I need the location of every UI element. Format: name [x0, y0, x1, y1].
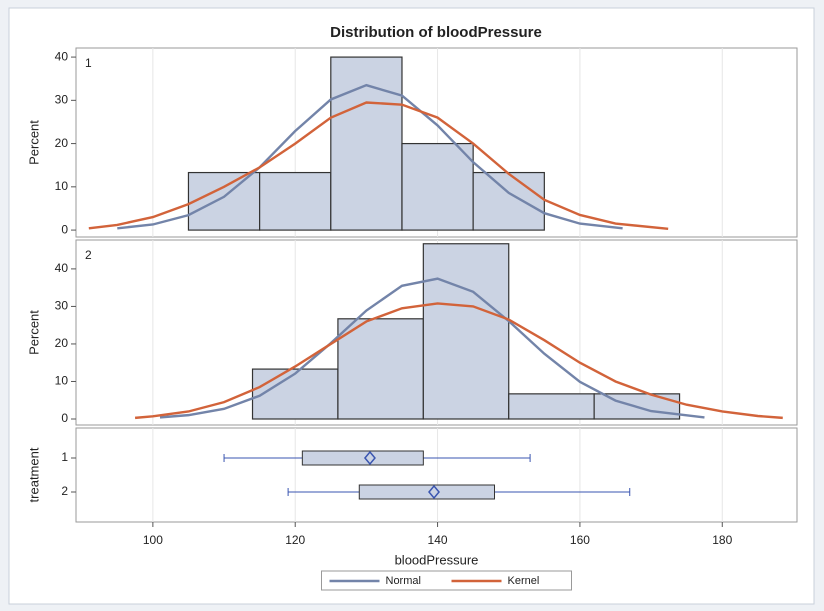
- box: [301, 450, 424, 466]
- x-tick-label: 120: [285, 533, 305, 547]
- y-tick-label: 20: [55, 136, 69, 150]
- y-tick-label: 40: [55, 261, 69, 275]
- histogram-bar: [508, 393, 595, 420]
- y-tick-label: 10: [55, 374, 69, 388]
- y-tick-label: 10: [55, 179, 69, 193]
- density-curve: [88, 101, 669, 230]
- chart-title: Distribution of bloodPressure: [330, 24, 542, 41]
- histogram-bar: [251, 368, 339, 420]
- y-axis-title: Percent: [26, 310, 41, 355]
- x-tick-label: 100: [143, 533, 163, 547]
- y-tick-label: 2: [61, 484, 68, 498]
- legend-label: Kernel: [508, 575, 540, 587]
- y-tick-label: 30: [55, 299, 69, 313]
- y-tick-label: 30: [55, 93, 69, 107]
- histogram-bar: [330, 56, 403, 231]
- density-curve: [117, 83, 623, 230]
- density-curve: [159, 277, 705, 419]
- x-tick-label: 160: [570, 533, 590, 547]
- y-axis-title: treatment: [26, 447, 41, 502]
- histogram-bar: [401, 142, 474, 231]
- y-tick-label: 1: [61, 450, 68, 464]
- density-curve: [134, 302, 783, 420]
- panel: [75, 427, 798, 523]
- x-axis-title: bloodPressure: [395, 552, 479, 567]
- y-tick-label: 40: [55, 49, 69, 63]
- x-tick-label: 140: [428, 533, 448, 547]
- histogram-bar: [422, 243, 510, 420]
- y-tick-label: 0: [61, 222, 68, 236]
- mean-marker: [363, 450, 376, 466]
- mean-marker: [428, 484, 440, 500]
- legend-label: Normal: [386, 575, 421, 587]
- y-axis-title: Percent: [26, 120, 41, 165]
- histogram-bar: [187, 171, 261, 231]
- y-tick-label: 20: [55, 336, 69, 350]
- histogram-bar: [259, 171, 332, 231]
- panel-label: 1: [85, 56, 92, 70]
- x-tick-label: 180: [712, 533, 732, 547]
- box: [358, 484, 496, 500]
- legend: [321, 570, 572, 591]
- histogram-bar: [337, 318, 424, 420]
- y-tick-label: 0: [61, 411, 68, 425]
- panel-label: 2: [85, 248, 92, 262]
- histogram-bar: [472, 171, 545, 231]
